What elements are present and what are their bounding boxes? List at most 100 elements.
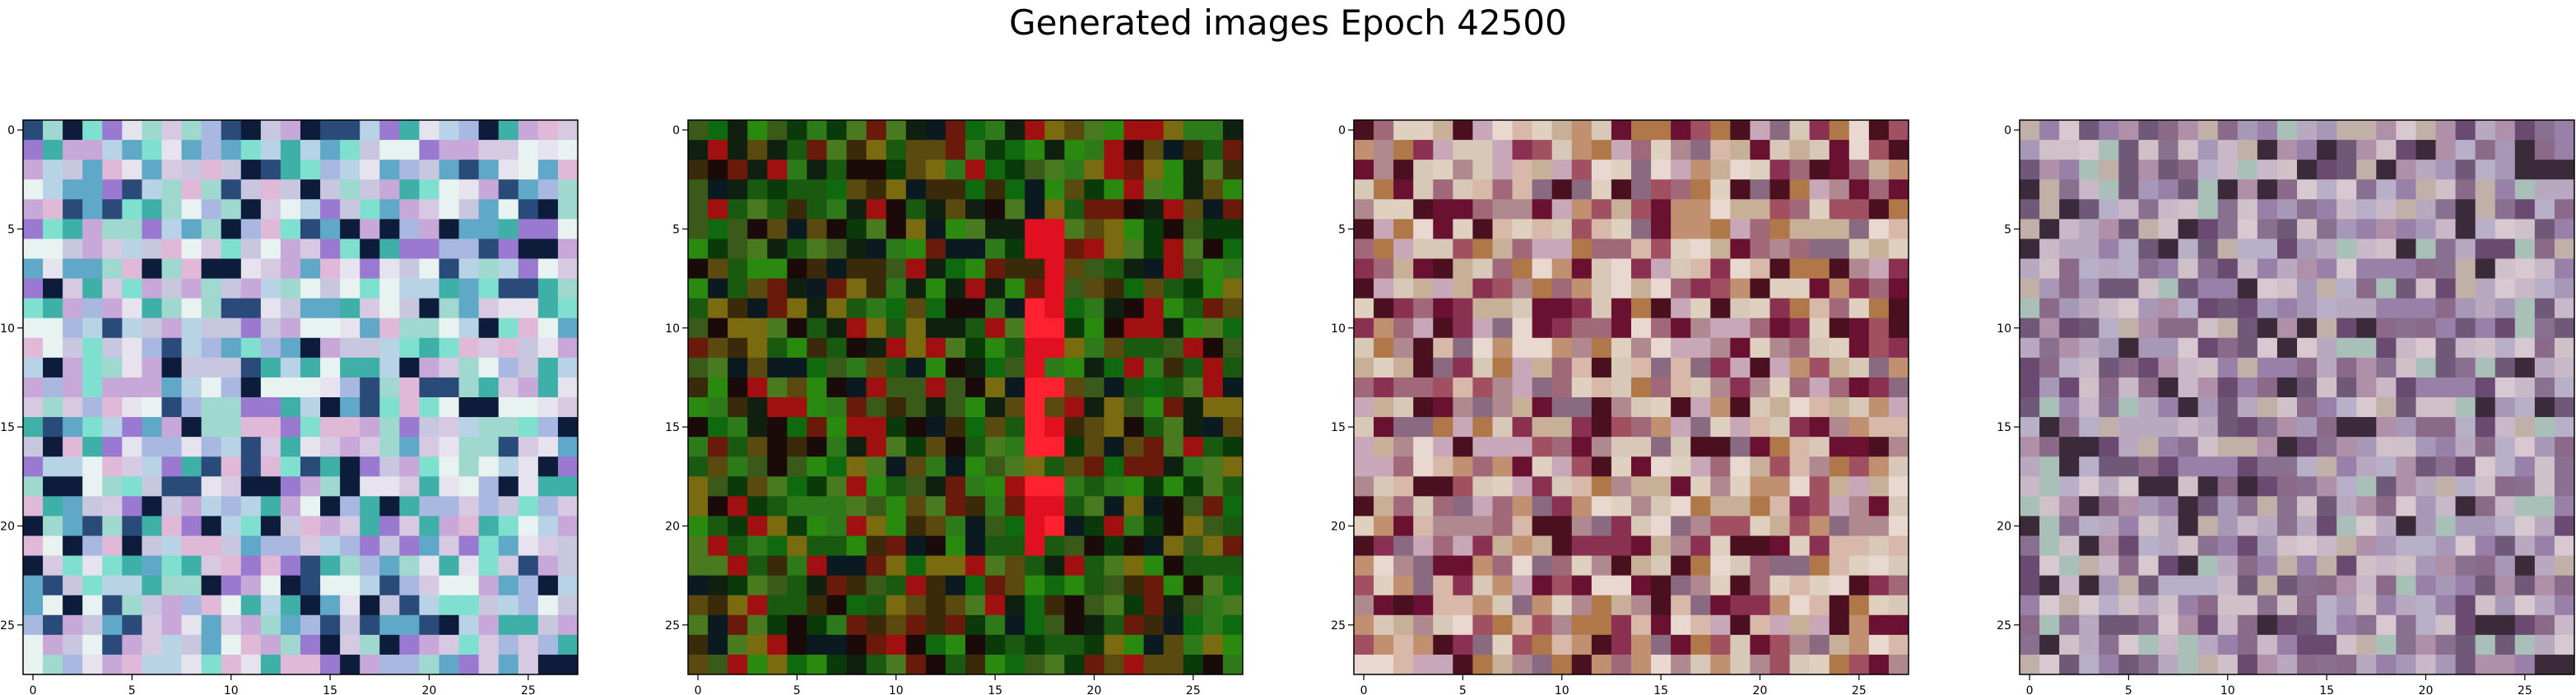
pixel	[1769, 456, 1791, 477]
pixel	[945, 437, 966, 457]
pixel	[23, 337, 44, 359]
pixel	[1591, 278, 1612, 299]
pixel	[1888, 555, 1909, 577]
pixel	[1393, 239, 1414, 259]
pixel	[1433, 317, 1453, 339]
pixel	[557, 160, 579, 180]
pixel	[1671, 337, 1691, 359]
pixel	[2197, 140, 2219, 160]
pixel	[2158, 219, 2179, 239]
pixel	[1631, 397, 1652, 418]
pixel	[886, 298, 907, 319]
pixel	[2514, 417, 2536, 438]
pixel	[320, 160, 341, 180]
pixel	[240, 239, 262, 259]
pixel	[181, 634, 202, 656]
pixel	[2317, 278, 2337, 299]
pixel	[787, 437, 807, 457]
pixel	[2158, 575, 2179, 596]
pixel	[866, 496, 887, 517]
pixel	[2257, 140, 2278, 160]
pixel	[945, 278, 966, 299]
pixel	[1104, 317, 1125, 339]
pixel	[1730, 654, 1751, 675]
pixel	[1163, 516, 1184, 536]
pixel	[379, 417, 400, 438]
pixel	[340, 496, 360, 517]
pixel	[1005, 278, 1025, 299]
pixel	[2396, 437, 2416, 457]
pixel	[1374, 357, 1394, 378]
pixel	[1354, 179, 1374, 200]
pixel	[1829, 239, 1850, 259]
pixel	[379, 278, 400, 299]
pixel	[1848, 417, 1870, 438]
pixel	[23, 377, 44, 398]
pixel	[2099, 199, 2119, 220]
pixel	[2416, 298, 2436, 319]
pixel	[1651, 496, 1672, 517]
pixel	[221, 476, 242, 497]
pixel	[728, 298, 748, 319]
pixel	[2099, 437, 2119, 457]
pixel	[1084, 654, 1104, 675]
pixel	[221, 437, 242, 457]
pixel	[807, 179, 827, 200]
x-tick-label: 10	[224, 684, 239, 695]
pixel	[2158, 278, 2179, 299]
pixel	[1571, 239, 1593, 259]
pixel	[2554, 575, 2575, 596]
pixel	[360, 437, 380, 457]
pixel	[688, 278, 709, 299]
pixel	[320, 516, 341, 536]
pixel	[1671, 140, 1691, 160]
pixel	[1044, 555, 1065, 577]
pixel	[181, 258, 202, 280]
pixel	[2178, 417, 2199, 438]
pixel	[1591, 456, 1612, 477]
pixel	[142, 258, 162, 280]
pixel	[1413, 160, 1434, 180]
pixel	[1809, 357, 1830, 378]
pixel	[1571, 278, 1593, 299]
pixel	[498, 140, 519, 160]
pixel	[320, 575, 341, 596]
pixel	[2020, 179, 2040, 200]
pixel	[1730, 239, 1751, 259]
pixel	[2435, 160, 2457, 180]
pixel	[1005, 614, 1025, 636]
pixel	[1888, 317, 1909, 339]
pixel	[1183, 555, 1204, 577]
pixel	[2455, 160, 2476, 180]
pixel	[1044, 337, 1065, 359]
pixel	[23, 298, 44, 319]
pixel	[1769, 298, 1791, 319]
pixel	[2118, 456, 2139, 477]
pixel	[221, 575, 242, 596]
pixel	[82, 120, 103, 141]
pixel	[2376, 258, 2397, 280]
pixel	[2197, 278, 2219, 299]
pixel	[2138, 496, 2159, 517]
pixel	[82, 278, 103, 299]
pixel	[965, 140, 986, 160]
pixel	[1809, 535, 1830, 557]
pixel	[360, 160, 380, 180]
pixel	[2237, 219, 2258, 239]
pixel	[2317, 317, 2337, 339]
pixel	[1393, 179, 1414, 200]
pixel	[1025, 555, 1045, 577]
pixel	[2317, 219, 2337, 239]
pixel	[1571, 377, 1593, 398]
pixel	[1730, 337, 1751, 359]
pixel	[280, 199, 301, 220]
pixel	[747, 456, 768, 477]
pixel	[1690, 535, 1711, 557]
pixel	[2237, 199, 2258, 220]
pixel	[708, 357, 728, 378]
pixel	[1492, 456, 1514, 477]
pixel	[1123, 160, 1145, 180]
pixel	[1354, 239, 1374, 259]
pixel	[2158, 160, 2179, 180]
pixel	[2039, 140, 2060, 160]
